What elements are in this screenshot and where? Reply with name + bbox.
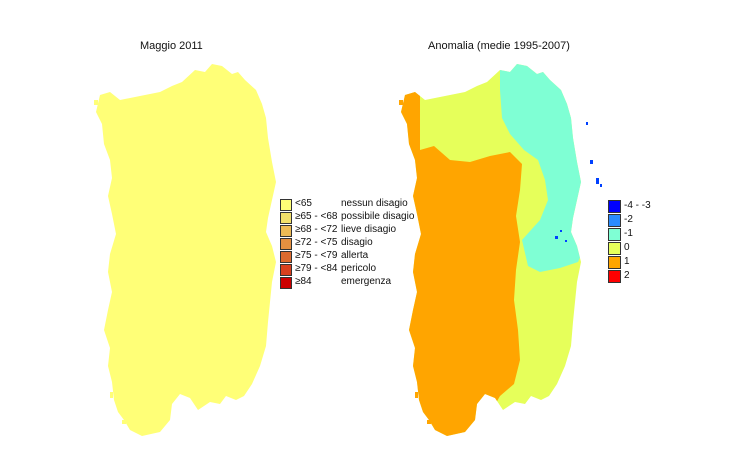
right-map-title: Anomalia (medie 1995-2007) <box>428 40 570 52</box>
right-island <box>399 100 403 105</box>
legend-label: 0 <box>624 242 630 253</box>
legend-label: allerta <box>341 250 369 261</box>
legend-range: ≥68 - <72 <box>295 224 338 235</box>
legend-label: pericolo <box>341 263 377 274</box>
legend-range: ≥79 - <84 <box>295 263 338 274</box>
legend-label: 1 <box>624 256 630 267</box>
left-map <box>94 64 276 436</box>
legend-range: ≥84 <box>295 276 312 287</box>
left-island <box>122 420 126 424</box>
left-map-title: Maggio 2011 <box>140 40 203 52</box>
legend-swatch <box>280 199 292 211</box>
legend-swatch <box>280 238 292 250</box>
legend-label: -4 - -3 <box>624 200 651 211</box>
legend-swatch <box>280 277 292 289</box>
legend-range: ≥72 - <75 <box>295 237 338 248</box>
legend-swatch <box>280 225 292 237</box>
legend-label: possibile disagio <box>341 211 415 222</box>
legend-label: -1 <box>624 228 633 239</box>
legend-range: ≥65 - <68 <box>295 211 338 222</box>
left-island <box>110 392 113 398</box>
legend-label: lieve disagio <box>341 224 397 235</box>
legend-label: 2 <box>624 270 630 281</box>
legend-range: ≥75 - <79 <box>295 250 338 261</box>
right-map <box>399 64 602 436</box>
right-island <box>415 392 418 398</box>
legend-swatch <box>608 228 621 241</box>
anomaly-zone-1 <box>401 64 522 436</box>
sardinia-left-fill <box>96 64 276 436</box>
legend-label: -2 <box>624 214 633 225</box>
cold-anomaly-dots <box>555 122 602 242</box>
legend-range: <65 <box>295 198 312 209</box>
legend-swatch <box>280 212 292 224</box>
legend-label: disagio <box>341 237 373 248</box>
legend-swatch <box>608 256 621 269</box>
legend-swatch <box>608 270 621 283</box>
legend-swatch <box>608 200 621 213</box>
legend-label: emergenza <box>341 276 392 287</box>
legend-swatch <box>280 251 292 263</box>
legend-swatch <box>608 214 621 227</box>
left-island <box>94 100 98 105</box>
legend-swatch <box>608 242 621 255</box>
right-island <box>427 420 431 424</box>
legend-swatch <box>280 264 292 276</box>
legend-label: nessun disagio <box>341 198 408 209</box>
